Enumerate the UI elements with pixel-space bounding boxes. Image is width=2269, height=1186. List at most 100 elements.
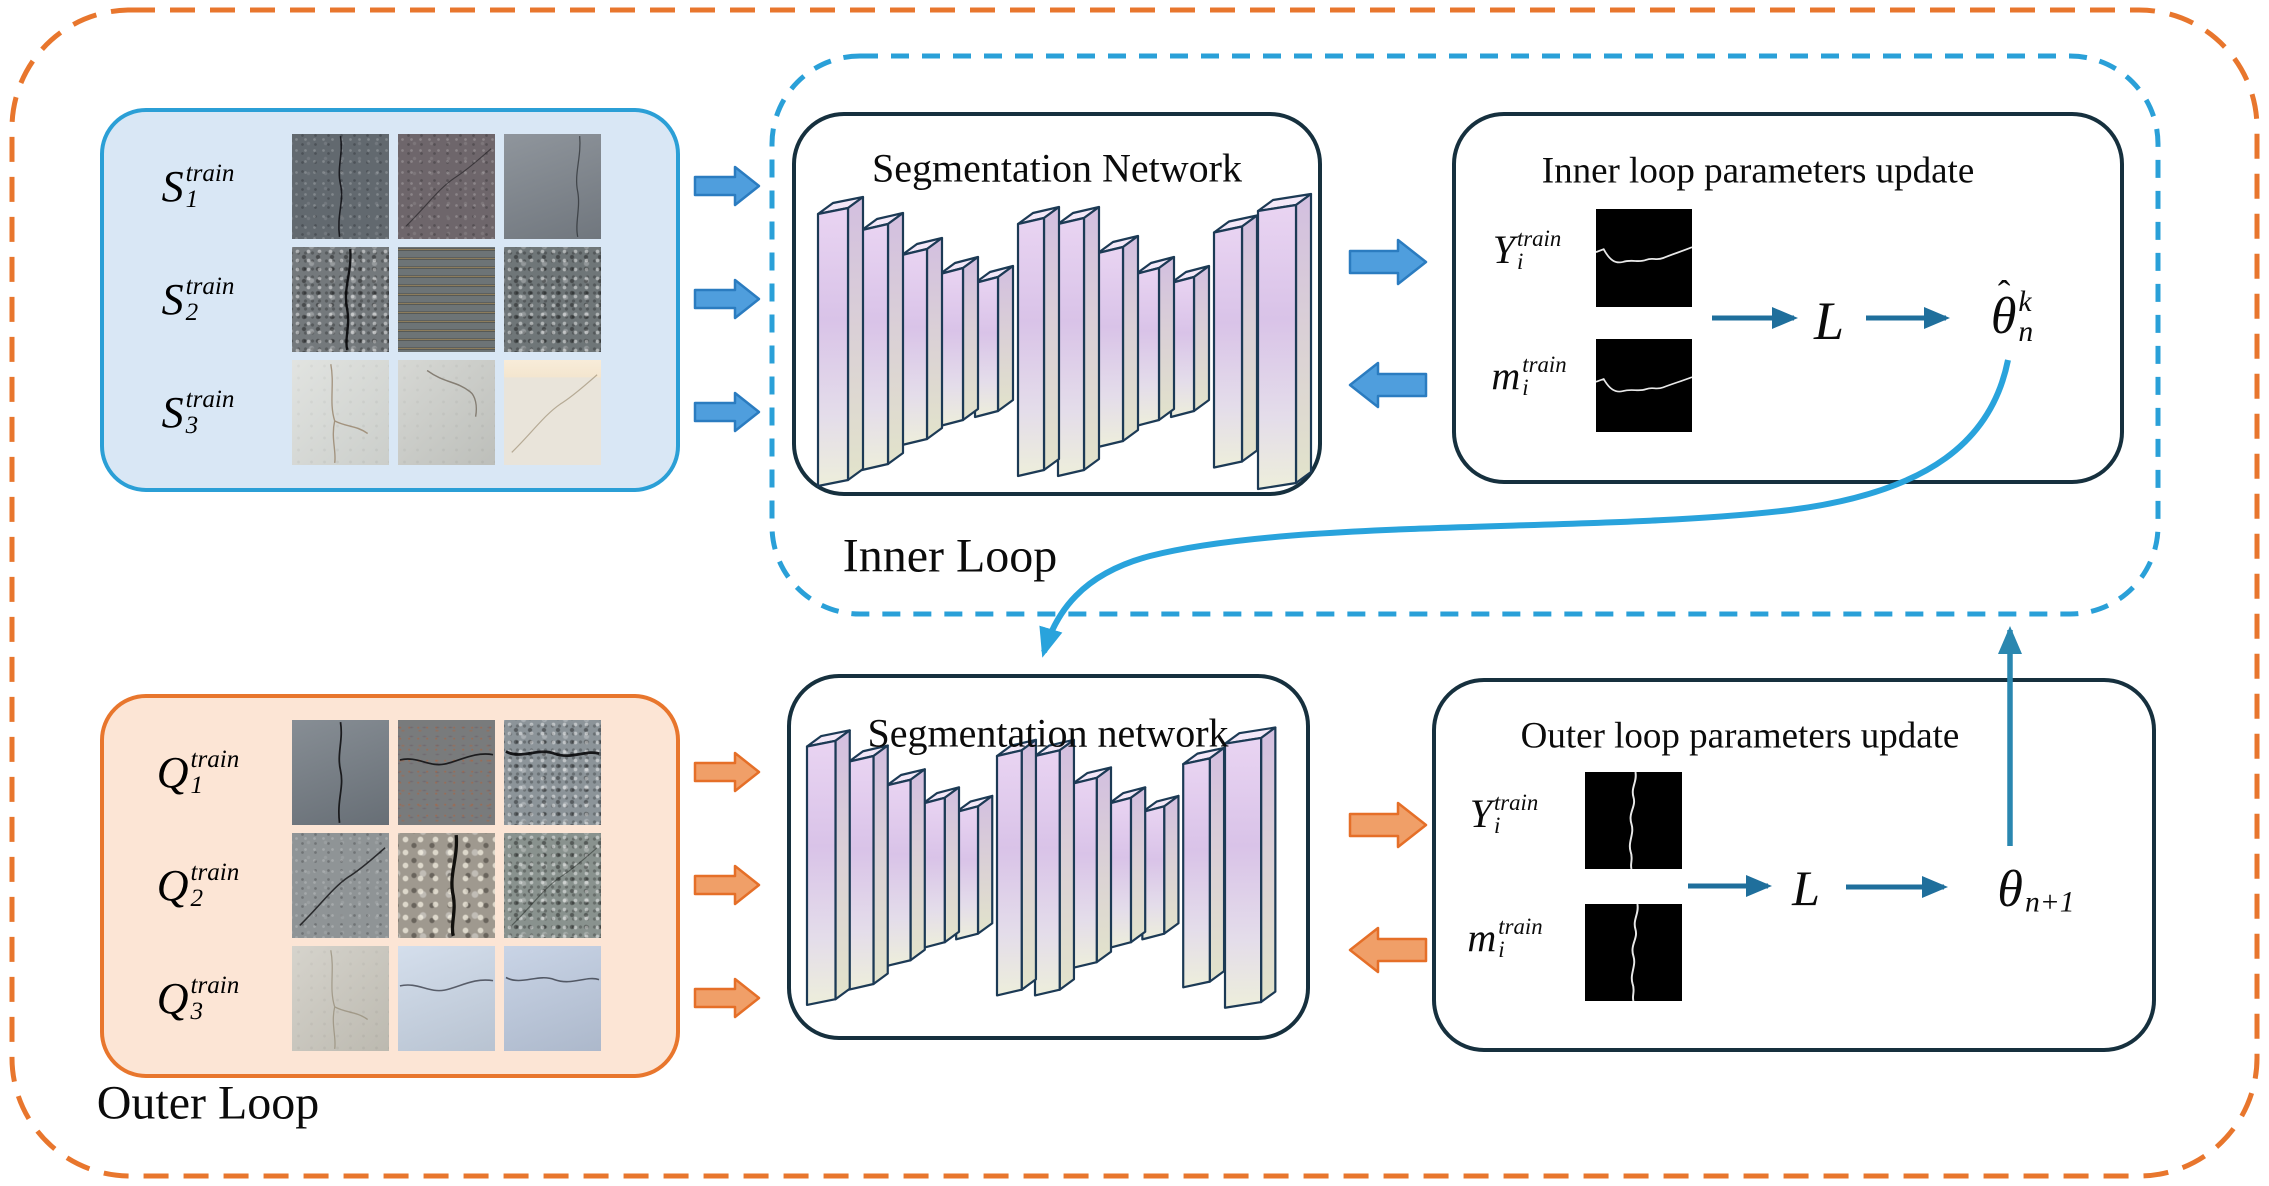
math-base: m	[1491, 353, 1521, 398]
network-slab	[805, 729, 851, 1006]
crack-line	[576, 136, 581, 238]
math-base: Y	[1492, 227, 1515, 272]
arrow-query-row2-to-network	[693, 864, 761, 906]
network-slab	[1141, 794, 1180, 941]
math-superscript: train	[1522, 351, 1567, 377]
crack-image-tile	[292, 946, 389, 1051]
arrow-query-row3-to-network	[693, 977, 761, 1019]
crack-image-tile	[292, 247, 389, 352]
math-scripts: train 3	[191, 973, 240, 1024]
math-subscript: 1	[190, 771, 204, 799]
crack-image-tile	[398, 360, 495, 465]
crack-line	[405, 148, 492, 227]
math-superscript: train	[185, 272, 235, 300]
crack-image-tile	[504, 720, 601, 825]
query-image-row	[292, 833, 601, 938]
support-image-row	[292, 247, 601, 352]
crack-image-tile	[504, 360, 601, 465]
outer-update-title: Outer loop parameters update	[1520, 715, 1960, 757]
math-subscript: i	[1522, 375, 1529, 400]
network-slab	[1096, 234, 1140, 449]
crack-image-tile	[504, 833, 601, 938]
inner-pred-mask-image	[1596, 339, 1692, 432]
network-slab	[1223, 726, 1277, 1009]
network-slab	[938, 255, 980, 428]
inner-gt-mask-image	[1596, 209, 1692, 307]
inner-loss-symbol: L	[1813, 291, 1845, 351]
math-scripts: train i	[1498, 914, 1542, 962]
crack-image-tile	[292, 360, 389, 465]
network-slab	[973, 264, 1015, 419]
network-slab	[1056, 205, 1101, 478]
seg-network-title-outer: Segmentation network	[867, 710, 1229, 756]
crack-image-tile	[398, 720, 495, 825]
crack-line	[338, 135, 343, 238]
network-slab	[955, 794, 994, 941]
crack-image-tile	[398, 946, 495, 1051]
math-subscript: i	[1493, 813, 1501, 838]
crack-line	[299, 847, 386, 926]
crack-line	[505, 976, 600, 983]
math-base: Q	[156, 973, 189, 1023]
support-image-row	[292, 134, 601, 239]
query-image-row	[292, 946, 601, 1051]
network-slab	[860, 211, 905, 472]
hat-accent: ˆ	[1997, 273, 2011, 315]
crack-image-tile	[398, 247, 495, 352]
network-slab	[1071, 766, 1113, 969]
query-image-row	[292, 720, 601, 825]
math-base: S	[161, 274, 184, 324]
math-base: Q	[156, 860, 189, 910]
math-subscript: 2	[185, 298, 199, 326]
crack-line	[505, 750, 600, 758]
math-subscript: i	[1498, 937, 1505, 962]
network-slab	[1256, 192, 1313, 491]
network-slab	[885, 768, 926, 968]
network-slab	[1182, 746, 1226, 989]
arrow-query-row1-to-network	[693, 751, 761, 793]
arrow-support-row1-to-network	[693, 165, 761, 207]
math-scripts: train i	[1522, 351, 1567, 400]
network-slab	[1169, 264, 1211, 419]
math-subscript: 3	[185, 411, 199, 439]
crack-image-tile	[398, 134, 495, 239]
math-superscript: train	[190, 858, 240, 886]
math-scripts: train 1	[186, 161, 235, 212]
math-subscript: n+1	[2024, 886, 2075, 919]
inner-mask-label: m train i	[1491, 351, 1567, 400]
crack-image-tile	[292, 833, 389, 938]
math-subscript: 3	[190, 997, 204, 1025]
network-slab	[995, 738, 1038, 997]
network-slab	[816, 195, 865, 488]
math-scripts: n+1	[2025, 887, 2075, 917]
inner-loop-label: Inner Loop	[842, 529, 1058, 583]
math-scripts: train i	[1493, 790, 1538, 838]
math-scripts: train 2	[191, 860, 240, 911]
crack-line	[426, 369, 478, 417]
arrow-support-row2-to-network	[693, 278, 761, 320]
math-superscript: train	[190, 745, 240, 773]
math-superscript: train	[185, 385, 235, 413]
math-subscript: 1	[185, 185, 199, 213]
crack-image-tile	[504, 134, 601, 239]
network-slab	[1016, 205, 1061, 478]
arrow-support-row3-to-network	[693, 391, 761, 433]
crack-image-tile	[292, 134, 389, 239]
math-superscript: k	[2018, 285, 2032, 318]
crack-image-tile	[398, 833, 495, 938]
